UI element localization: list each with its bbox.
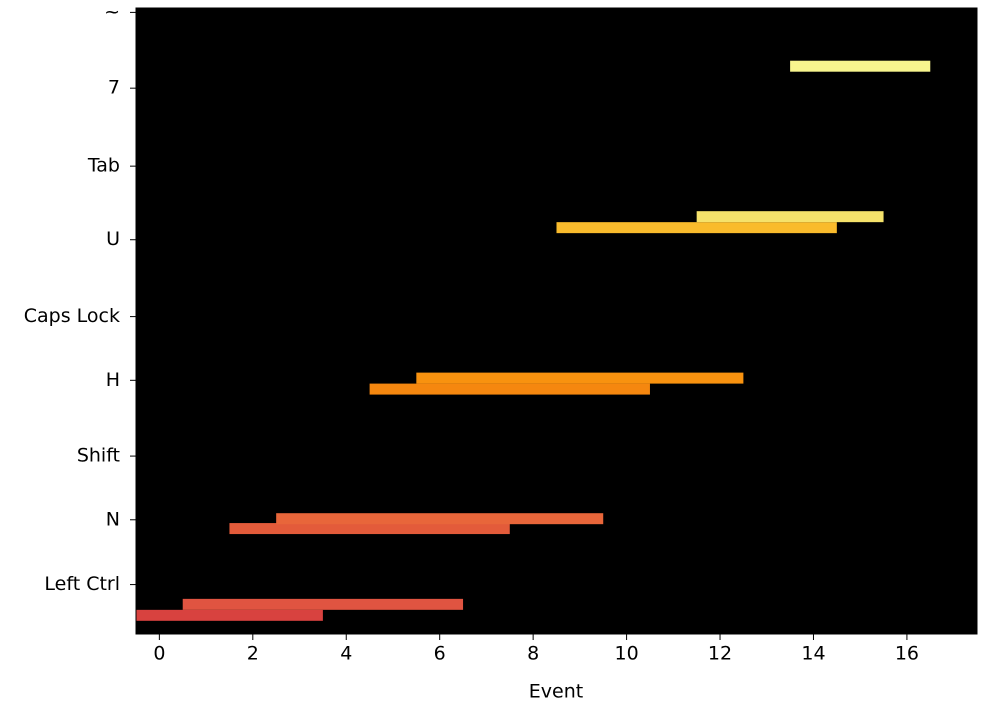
- x-axis-label: Event: [529, 681, 583, 703]
- bar: [790, 60, 931, 72]
- plot-frame: [135, 7, 978, 635]
- x-tick-label: 0: [153, 643, 165, 665]
- y-tick-label: Left Ctrl: [44, 573, 120, 595]
- x-tick-label: 4: [340, 643, 352, 665]
- x-tick-label: 16: [895, 643, 919, 665]
- x-tick-label: 8: [527, 643, 539, 665]
- y-tick-label: U: [106, 228, 120, 250]
- x-tick-label: 10: [614, 643, 638, 665]
- bar: [276, 513, 604, 525]
- y-tick-label: H: [106, 369, 120, 391]
- x-tick-label: 12: [708, 643, 732, 665]
- y-tick-label: N: [106, 508, 120, 530]
- y-tick-label: Shift: [77, 445, 120, 467]
- bar: [416, 372, 744, 384]
- bar: [136, 609, 323, 621]
- x-tick-label: 14: [801, 643, 825, 665]
- y-tick-label: Tab: [87, 155, 120, 177]
- y-tick-label: ~: [104, 1, 120, 23]
- x-tick-label: 6: [434, 643, 446, 665]
- bar: [182, 598, 464, 610]
- x-tick-label: 2: [247, 643, 259, 665]
- y-tick-label: Caps Lock: [24, 305, 120, 327]
- bar: [556, 222, 837, 234]
- y-tick-label: 7: [108, 77, 120, 99]
- bar: [229, 523, 510, 535]
- plot-background: [136, 8, 977, 634]
- bar: [696, 211, 884, 223]
- bar: [369, 383, 650, 395]
